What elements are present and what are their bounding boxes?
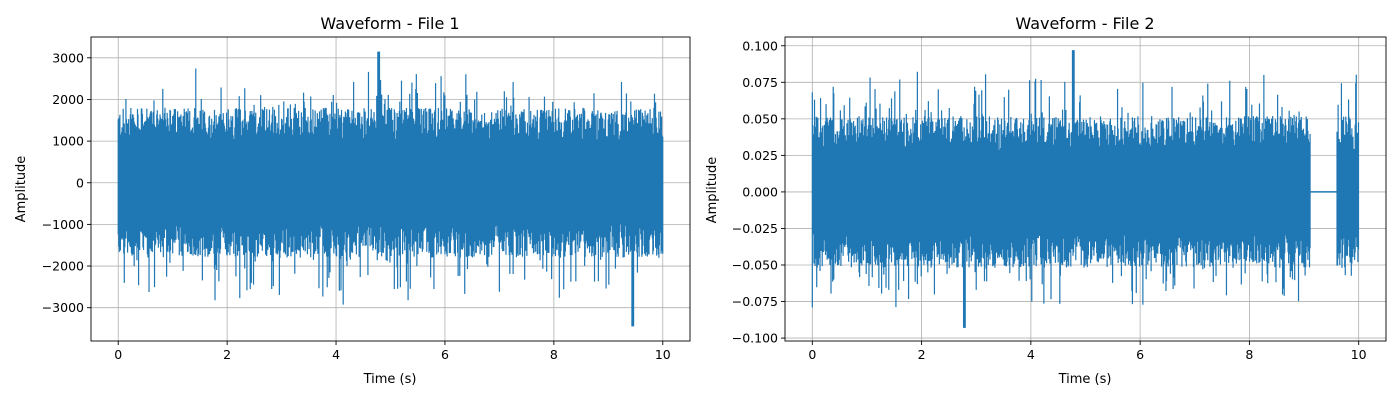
y-tick-label: −0.050 — [732, 258, 778, 273]
chart-file-1: Waveform - File 1 0 2 4 6 8 10 −3000 −2000 −1000… — [14, 14, 691, 387]
x-tick-label: 10 — [655, 347, 671, 362]
y-tick-label: 0.000 — [742, 184, 778, 199]
y-tick-label: 0.100 — [742, 38, 778, 53]
plot-frame — [784, 36, 1387, 342]
chart-title: Waveform - File 2 — [1015, 14, 1154, 33]
x-tick-label: 6 — [1136, 347, 1144, 362]
y-tick-label: 3000 — [52, 50, 84, 65]
y-axis-label: Amplitude — [14, 156, 29, 223]
y-tick-label: −1000 — [42, 217, 84, 232]
x-axis-label: Time (s) — [1058, 372, 1112, 387]
y-tick-label: 2000 — [52, 92, 84, 107]
waveform-line — [811, 50, 1360, 328]
chart-title: Waveform - File 1 — [320, 14, 459, 33]
chart-file-2: Waveform - File 2 0 2 4 6 8 10 −0.100 −0.075 −0.… — [705, 14, 1387, 387]
x-tick-label: 2 — [918, 347, 926, 362]
y-tick-label: −0.025 — [732, 221, 778, 236]
y-tick-label: 1000 — [52, 134, 84, 149]
x-tick-label: 8 — [550, 347, 558, 362]
y-tick-label: −2000 — [42, 259, 84, 274]
y-tick-label: −0.100 — [732, 331, 778, 346]
x-tick-label: 4 — [1027, 347, 1035, 362]
y-tick-label: −0.075 — [732, 294, 778, 309]
x-tick-label: 8 — [1245, 347, 1253, 362]
y-tick-label: 0.075 — [742, 75, 778, 90]
waveform-line — [117, 51, 664, 327]
waveform-series — [117, 51, 664, 327]
y-tick-label: 0.025 — [742, 148, 778, 163]
x-tick-label: 10 — [1351, 347, 1367, 362]
x-tick-label: 0 — [808, 347, 816, 362]
y-axis-label: Amplitude — [705, 157, 720, 224]
y-tick-label: 0 — [76, 175, 84, 190]
x-tick-label: 6 — [441, 347, 449, 362]
y-tick-label: 0.050 — [742, 111, 778, 126]
waveform-series — [811, 50, 1360, 328]
plot-frame — [90, 36, 691, 342]
x-axis-label: Time (s) — [363, 372, 417, 387]
y-tick-label: −3000 — [42, 300, 84, 315]
x-tick-label: 0 — [114, 347, 122, 362]
x-tick-label: 2 — [223, 347, 231, 362]
x-tick-label: 4 — [332, 347, 340, 362]
